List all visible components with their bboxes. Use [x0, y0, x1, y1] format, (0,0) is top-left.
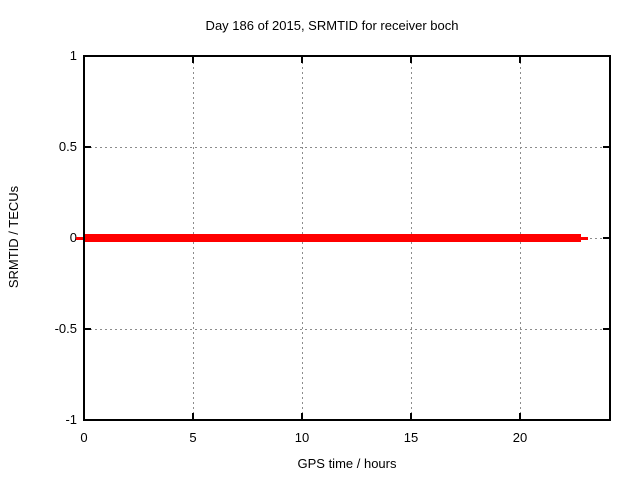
x-tick-label: 10	[294, 430, 310, 445]
h-gridline	[85, 329, 609, 330]
x-tick-label: 15	[403, 430, 419, 445]
y-tick-right	[603, 146, 609, 148]
y-tick-label: -1	[65, 412, 77, 427]
x-tick-top	[519, 57, 521, 63]
y-tick-right	[603, 419, 609, 421]
y-tick-label: 1	[69, 48, 77, 63]
y-tick-left	[85, 55, 91, 57]
y-tick-right	[603, 237, 609, 239]
x-tick-bottom	[519, 413, 521, 419]
x-tick-bottom	[192, 413, 194, 419]
chart-title: Day 186 of 2015, SRMTID for receiver boc…	[205, 18, 459, 33]
h-gridline	[85, 147, 609, 148]
x-tick-bottom	[410, 413, 412, 419]
x-tick-bottom	[301, 413, 303, 419]
x-tick-top	[410, 57, 412, 63]
y-tick-right	[603, 328, 609, 330]
data-line	[85, 234, 581, 242]
plot-area	[83, 55, 611, 421]
x-tick-top	[83, 57, 85, 63]
y-tick-label: 0	[69, 230, 77, 245]
y-tick-right	[603, 55, 609, 57]
x-axis-label: GPS time / hours	[297, 456, 397, 471]
y-tick-left	[85, 328, 91, 330]
y-tick-label: -0.5	[54, 321, 77, 336]
x-tick-top	[192, 57, 194, 63]
x-tick-label: 20	[512, 430, 528, 445]
y-tick-label: 0.5	[58, 139, 77, 154]
x-tick-label: 5	[189, 430, 197, 445]
data-line-tail	[581, 237, 588, 240]
y-tick-left	[85, 419, 91, 421]
y-tick-left	[85, 146, 91, 148]
x-tick-bottom	[83, 413, 85, 419]
x-tick-label: 0	[80, 430, 88, 445]
data-line-lead	[76, 237, 83, 240]
x-tick-top	[301, 57, 303, 63]
